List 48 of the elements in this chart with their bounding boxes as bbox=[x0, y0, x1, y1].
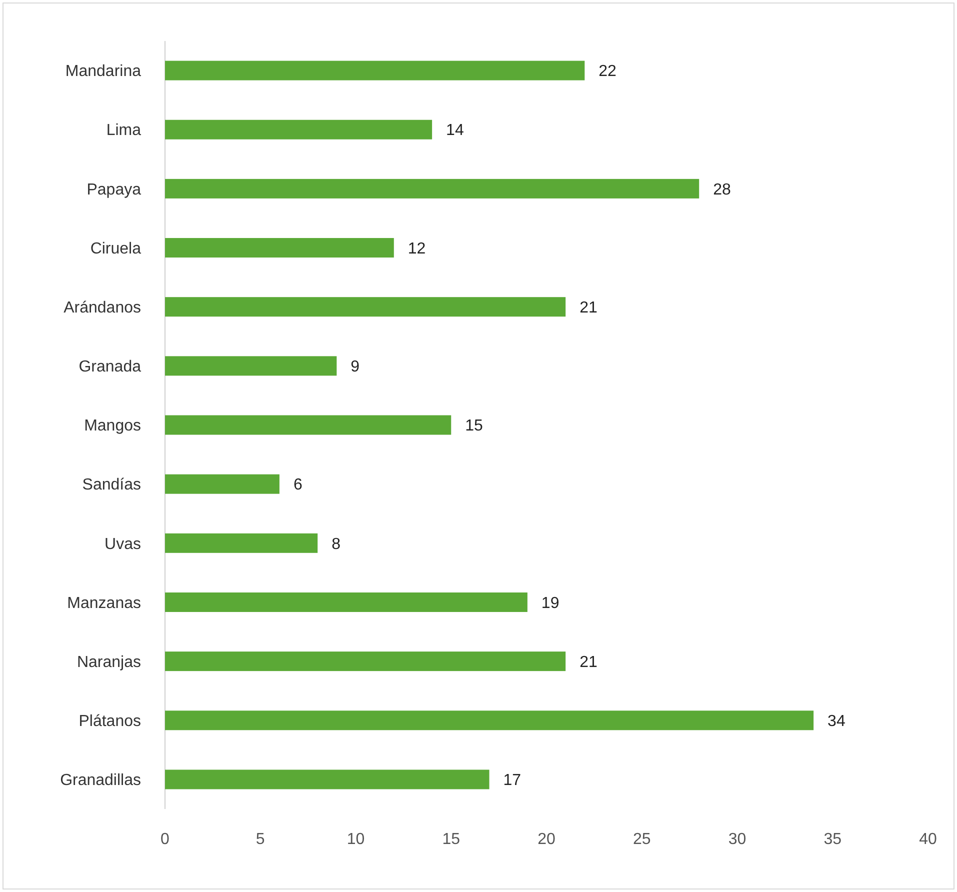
y-tick-label: Papaya bbox=[86, 181, 142, 198]
data-label: 8 bbox=[332, 536, 341, 553]
data-label: 28 bbox=[713, 181, 731, 198]
y-tick-label: Naranjas bbox=[76, 654, 141, 671]
x-tick-label: 35 bbox=[824, 831, 842, 848]
x-tick-label: 25 bbox=[632, 831, 651, 848]
bar bbox=[165, 652, 566, 672]
y-tick-label: Mandarina bbox=[65, 63, 142, 80]
data-label: 34 bbox=[828, 712, 846, 730]
y-tick-label: Arándanos bbox=[64, 299, 141, 316]
data-label: 15 bbox=[465, 418, 484, 435]
data-label: 17 bbox=[503, 772, 522, 790]
y-tick-label: Manzanas bbox=[67, 594, 141, 612]
x-tick-label: 20 bbox=[538, 831, 556, 848]
y-tick-label: Granadillas bbox=[60, 772, 141, 790]
y-tick-label: Granada bbox=[78, 358, 142, 376]
bar bbox=[165, 238, 394, 258]
bar bbox=[165, 356, 337, 376]
y-tick-label: Uvas bbox=[104, 536, 141, 553]
data-label: 19 bbox=[541, 594, 560, 612]
bar bbox=[165, 474, 280, 494]
x-tick-label: 10 bbox=[346, 831, 365, 848]
x-tick-label: 40 bbox=[919, 831, 937, 848]
bar bbox=[165, 178, 700, 198]
bar bbox=[165, 297, 566, 317]
bar bbox=[165, 710, 814, 730]
x-tick-label: 30 bbox=[728, 831, 746, 848]
data-label: 9 bbox=[350, 358, 360, 376]
data-label: 12 bbox=[408, 240, 426, 258]
data-label: 21 bbox=[580, 299, 598, 316]
bar bbox=[165, 770, 490, 790]
bar bbox=[165, 120, 432, 140]
bar bbox=[165, 60, 585, 80]
x-tick-label: 15 bbox=[442, 831, 460, 848]
y-tick-label: Mangos bbox=[84, 418, 141, 435]
data-label: 14 bbox=[446, 122, 464, 140]
data-label: 22 bbox=[598, 63, 617, 80]
y-tick-label: Ciruela bbox=[90, 240, 142, 258]
data-label: 6 bbox=[293, 476, 302, 494]
y-tick-label: Sandías bbox=[82, 476, 141, 494]
x-tick-label: 5 bbox=[256, 831, 265, 848]
y-tick-label: Lima bbox=[106, 122, 142, 140]
bar bbox=[165, 415, 452, 435]
data-label: 21 bbox=[580, 654, 598, 671]
bar bbox=[165, 533, 318, 553]
x-tick-label: 0 bbox=[160, 831, 170, 848]
bar bbox=[165, 592, 528, 612]
y-tick-label: Plátanos bbox=[78, 712, 141, 730]
